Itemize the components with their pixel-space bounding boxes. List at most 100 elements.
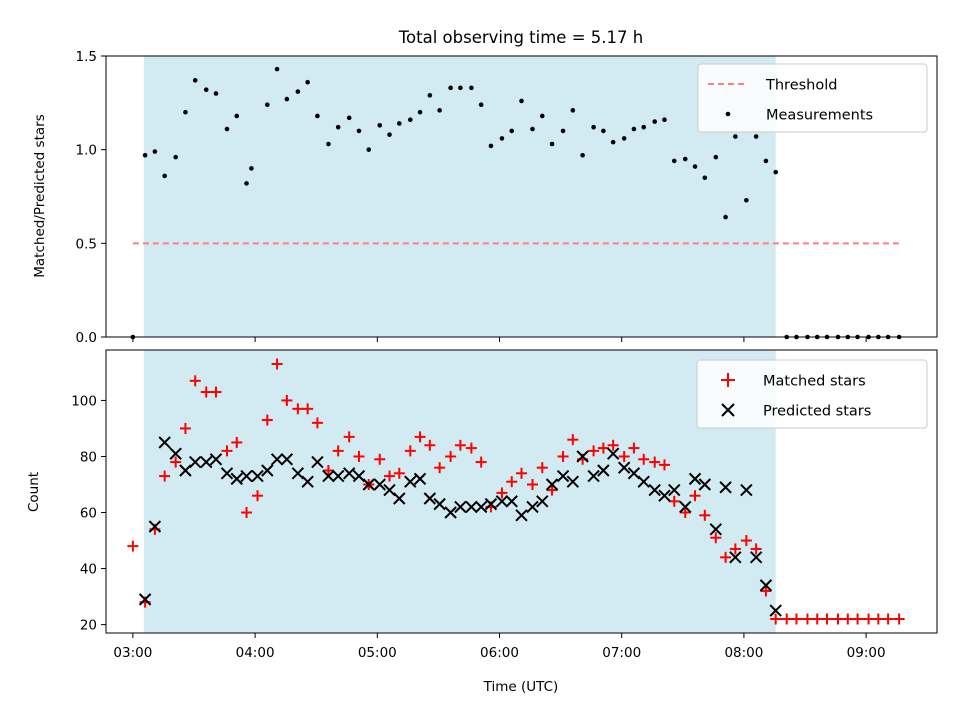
predicted-star-point — [240, 469, 253, 483]
measurement-point — [173, 154, 178, 160]
measurement-point — [183, 109, 188, 115]
measurement-point — [478, 102, 484, 108]
measurement-point — [744, 197, 749, 203]
matched-star-point — [231, 436, 243, 448]
predicted-star-point — [668, 483, 681, 497]
measurement-point — [713, 154, 719, 160]
matched-star-point — [170, 456, 182, 468]
matched-star-point — [189, 375, 201, 387]
matched-star-point — [689, 490, 701, 502]
matched-star-point — [811, 613, 823, 625]
matched-star-point — [496, 487, 508, 499]
predicted-star-point — [526, 500, 539, 514]
chart-title: Total observing time = 5.17 h — [398, 28, 643, 47]
predicted-star-point — [230, 472, 243, 486]
measurement-point — [213, 91, 219, 96]
matched-star-point — [760, 585, 772, 597]
measurement-point — [723, 214, 728, 220]
measurement-point — [549, 141, 555, 147]
measurement-point — [469, 85, 474, 91]
matched-star-point — [699, 509, 711, 521]
measurement-point — [591, 124, 596, 130]
predicted-star-point — [576, 450, 589, 463]
bottom-y-tick-label: 20 — [80, 618, 97, 634]
measurement-point — [265, 102, 270, 108]
predicted-star-point — [189, 455, 202, 469]
measurement-point — [315, 113, 320, 119]
bottom-observing-window-span — [143, 350, 776, 633]
predicted-star-point — [342, 467, 356, 480]
predicted-star-point — [648, 483, 661, 497]
matched-star-point — [567, 434, 579, 446]
matched-star-point — [454, 439, 466, 451]
predicted-star-point — [637, 475, 650, 488]
matched-star-point — [159, 470, 171, 482]
measurement-point — [305, 79, 310, 85]
matched-star-point — [526, 478, 538, 490]
measurement-point — [601, 128, 606, 134]
predicted-star-point — [505, 495, 518, 508]
matched-star-point — [475, 456, 487, 468]
measurements-legend-label: Measurements — [766, 108, 873, 124]
top-legend-box — [697, 63, 928, 133]
measurement-point — [662, 117, 667, 122]
threshold-legend-label: Threshold — [765, 78, 837, 94]
matched-star-point — [821, 613, 833, 625]
matched-star-point — [445, 450, 457, 462]
matched-star-point — [200, 386, 212, 398]
predicted-star-point — [740, 483, 753, 497]
measurement-point — [733, 134, 738, 139]
matched-star-point — [882, 613, 894, 625]
matched-star-point — [127, 540, 139, 552]
predicted-stars-legend-marker — [721, 403, 735, 417]
measurements-legend-marker — [725, 111, 731, 117]
matched-star-point — [465, 442, 477, 454]
matched-star-point — [852, 613, 864, 625]
matched-star-point — [353, 450, 365, 462]
matched-star-point — [720, 551, 732, 563]
measurement-point — [773, 169, 778, 175]
predicted-star-point — [220, 467, 234, 480]
bottom-legend: Matched stars Predicted stars — [696, 359, 928, 429]
matched-star-point — [790, 613, 802, 625]
matched-star-point — [311, 417, 323, 429]
x-tick-label: 05:00 — [358, 645, 397, 661]
matched-star-point — [557, 450, 569, 462]
predicted-star-point — [566, 475, 580, 488]
matched-star-point — [628, 442, 640, 454]
predicted-star-point — [597, 464, 610, 477]
measurement-point — [702, 175, 708, 181]
bottom-y-tick-label: 40 — [80, 562, 97, 578]
bottom-y-axis-label: Count — [26, 472, 42, 512]
predicted-star-point — [393, 492, 406, 505]
bottom-y-tick-label: 60 — [80, 506, 97, 522]
measurement-point — [346, 115, 352, 121]
predicted-star-point — [719, 481, 732, 494]
predicted-star-point — [311, 455, 324, 469]
x-tick-label: 03:00 — [113, 645, 152, 661]
predicted-star-point — [423, 492, 437, 505]
matched-star-point — [679, 507, 691, 519]
measurement-point — [437, 108, 442, 113]
measurement-point — [234, 113, 240, 119]
bottom-y-tick-label: 100 — [71, 393, 97, 409]
measurement-point — [162, 173, 167, 179]
measurement-point — [641, 124, 647, 130]
measurement-point — [763, 158, 769, 164]
x-tick-label: 06:00 — [480, 645, 519, 661]
top-y-axis-label: Matched/Predicted stars — [32, 114, 48, 277]
measurement-point — [152, 149, 158, 154]
measurement-point — [570, 108, 576, 113]
matched-star-point — [221, 445, 233, 457]
predicted-star-point — [749, 551, 763, 564]
matched-star-point — [252, 490, 264, 502]
measurement-point — [284, 96, 290, 102]
matched-star-point — [618, 450, 630, 462]
measurement-point — [519, 98, 524, 104]
matched-star-point — [668, 495, 680, 507]
predicted-star-point — [495, 495, 509, 508]
measurement-point — [509, 128, 515, 134]
measurement-point — [448, 85, 453, 91]
predicted-star-point — [148, 520, 162, 533]
